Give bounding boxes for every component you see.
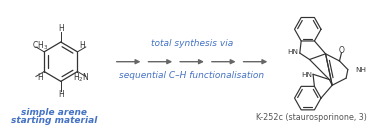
Text: sequential C–H functionalisation: sequential C–H functionalisation [119, 71, 265, 80]
Text: simple arene: simple arene [21, 108, 87, 117]
Text: H: H [79, 41, 85, 50]
Text: O: O [338, 46, 344, 55]
Text: NH: NH [356, 67, 367, 73]
Text: H: H [37, 73, 43, 82]
Text: H: H [58, 24, 64, 33]
Text: total synthesis via: total synthesis via [151, 39, 233, 49]
Text: HN: HN [288, 49, 299, 55]
Text: HN: HN [301, 72, 312, 78]
Text: CH$_3$: CH$_3$ [32, 39, 48, 52]
Text: H: H [58, 90, 64, 99]
Text: H$_2$N: H$_2$N [73, 71, 89, 84]
Text: starting material: starting material [11, 116, 97, 125]
Text: K-252c (staurosporinone, 3): K-252c (staurosporinone, 3) [256, 113, 367, 122]
